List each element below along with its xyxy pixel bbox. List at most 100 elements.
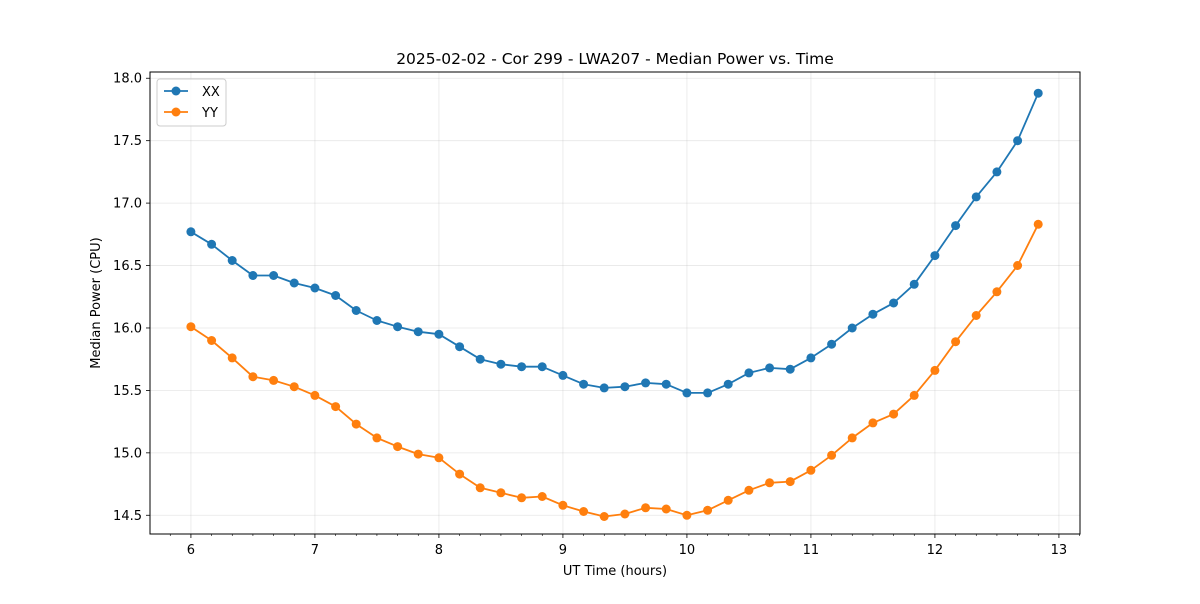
data-point-yy [889,409,899,419]
data-point-xx [806,353,816,363]
data-point-xx [351,306,361,315]
data-point-yy [951,337,961,347]
data-point-xx [413,327,423,337]
data-point-xx [372,316,382,325]
data-point-xx [744,368,754,378]
data-point-xx [455,342,465,352]
x-tick-label: 11 [803,543,820,558]
y-tick-label: 16.0 [113,321,142,336]
data-point-yy [682,510,692,520]
data-point-xx [868,309,878,319]
data-point-yy [827,450,837,460]
y-tick-label: 17.0 [113,197,142,212]
data-point-xx [475,354,485,364]
data-point-yy [868,418,878,428]
data-point-xx [393,322,403,332]
data-point-xx [310,283,320,293]
data-point-yy [517,493,527,503]
data-point-xx [496,359,506,369]
data-point-xx [269,271,279,280]
data-point-yy [723,495,733,505]
data-point-yy [269,375,279,385]
x-tick-label: 6 [187,543,195,558]
data-point-yy [579,507,589,516]
data-point-yy [744,485,754,495]
y-tick-label: 16.5 [113,259,142,274]
plot-frame [149,71,1081,535]
data-point-xx [558,370,568,380]
chart-title: 2025-02-02 - Cor 299 - LWA207 - Median P… [396,50,834,68]
data-point-yy [207,336,217,345]
data-point-yy [641,503,651,513]
y-tick-label: 15.5 [113,384,142,399]
data-point-yy [1033,219,1043,229]
data-point-yy [703,505,713,515]
data-point-xx [434,329,444,339]
data-point-yy [413,449,423,459]
data-point-xx [1013,136,1023,146]
data-point-xx [599,383,609,393]
legend-marker-xx [171,86,181,96]
data-point-yy [909,390,919,400]
grid [150,72,1080,534]
y-tick-label: 15.0 [113,446,142,461]
x-tick-label: 9 [559,543,567,558]
legend-label-yy: YY [201,106,218,121]
x-axis-label: UT Time (hours) [563,564,667,579]
y-axis: 14.5 15.0 15.5 16.0 16.5 17.0 17.5 18.0 [113,72,150,524]
data-point-yy [496,488,506,498]
y-axis-label: Median Power (CPU) [89,237,104,368]
x-tick-label: 12 [927,543,944,558]
y-tick-label: 17.5 [113,134,142,149]
data-point-yy [1013,261,1023,270]
data-point-xx [1033,88,1043,98]
data-point-xx [517,362,527,372]
series-layer [186,88,1043,521]
data-point-yy [227,353,237,363]
data-point-yy [785,477,795,487]
data-point-xx [889,298,899,308]
data-point-xx [930,251,940,261]
data-point-yy [289,382,299,392]
data-point-yy [351,419,361,429]
data-point-yy [847,433,857,443]
data-point-xx [331,291,341,300]
data-point-xx [641,378,651,388]
data-point-xx [289,278,299,288]
data-point-xx [579,379,589,389]
legend: XX YY [156,78,227,127]
data-point-yy [558,500,568,510]
data-point-xx [827,339,837,349]
data-point-xx [723,379,733,389]
data-point-yy [434,453,444,463]
data-point-xx [661,379,671,389]
data-point-yy [372,433,382,443]
data-point-xx [992,167,1002,177]
data-point-xx [227,256,237,265]
x-tick-label: 10 [679,543,696,558]
data-point-xx [186,227,196,237]
data-point-yy [620,509,630,519]
data-point-yy [992,287,1002,297]
data-point-yy [661,504,671,514]
data-point-xx [682,388,692,398]
data-point-xx [951,221,961,231]
x-tick-label: 8 [435,543,443,558]
data-point-xx [971,192,981,202]
x-tick-label: 13 [1051,543,1068,558]
data-point-yy [765,478,775,488]
data-point-yy [310,390,320,400]
data-point-yy [537,492,547,501]
data-point-xx [909,279,919,289]
data-point-yy [455,469,465,479]
data-point-yy [599,512,609,521]
data-point-yy [930,365,940,375]
x-axis: 6 7 8 9 10 11 12 13 [169,534,1080,558]
y-tick-label: 14.5 [113,509,142,524]
data-point-xx [207,239,217,249]
y-tick-label: 18.0 [113,72,142,87]
data-point-xx [765,363,775,373]
legend-label-xx: XX [202,85,220,100]
data-point-xx [248,271,258,280]
